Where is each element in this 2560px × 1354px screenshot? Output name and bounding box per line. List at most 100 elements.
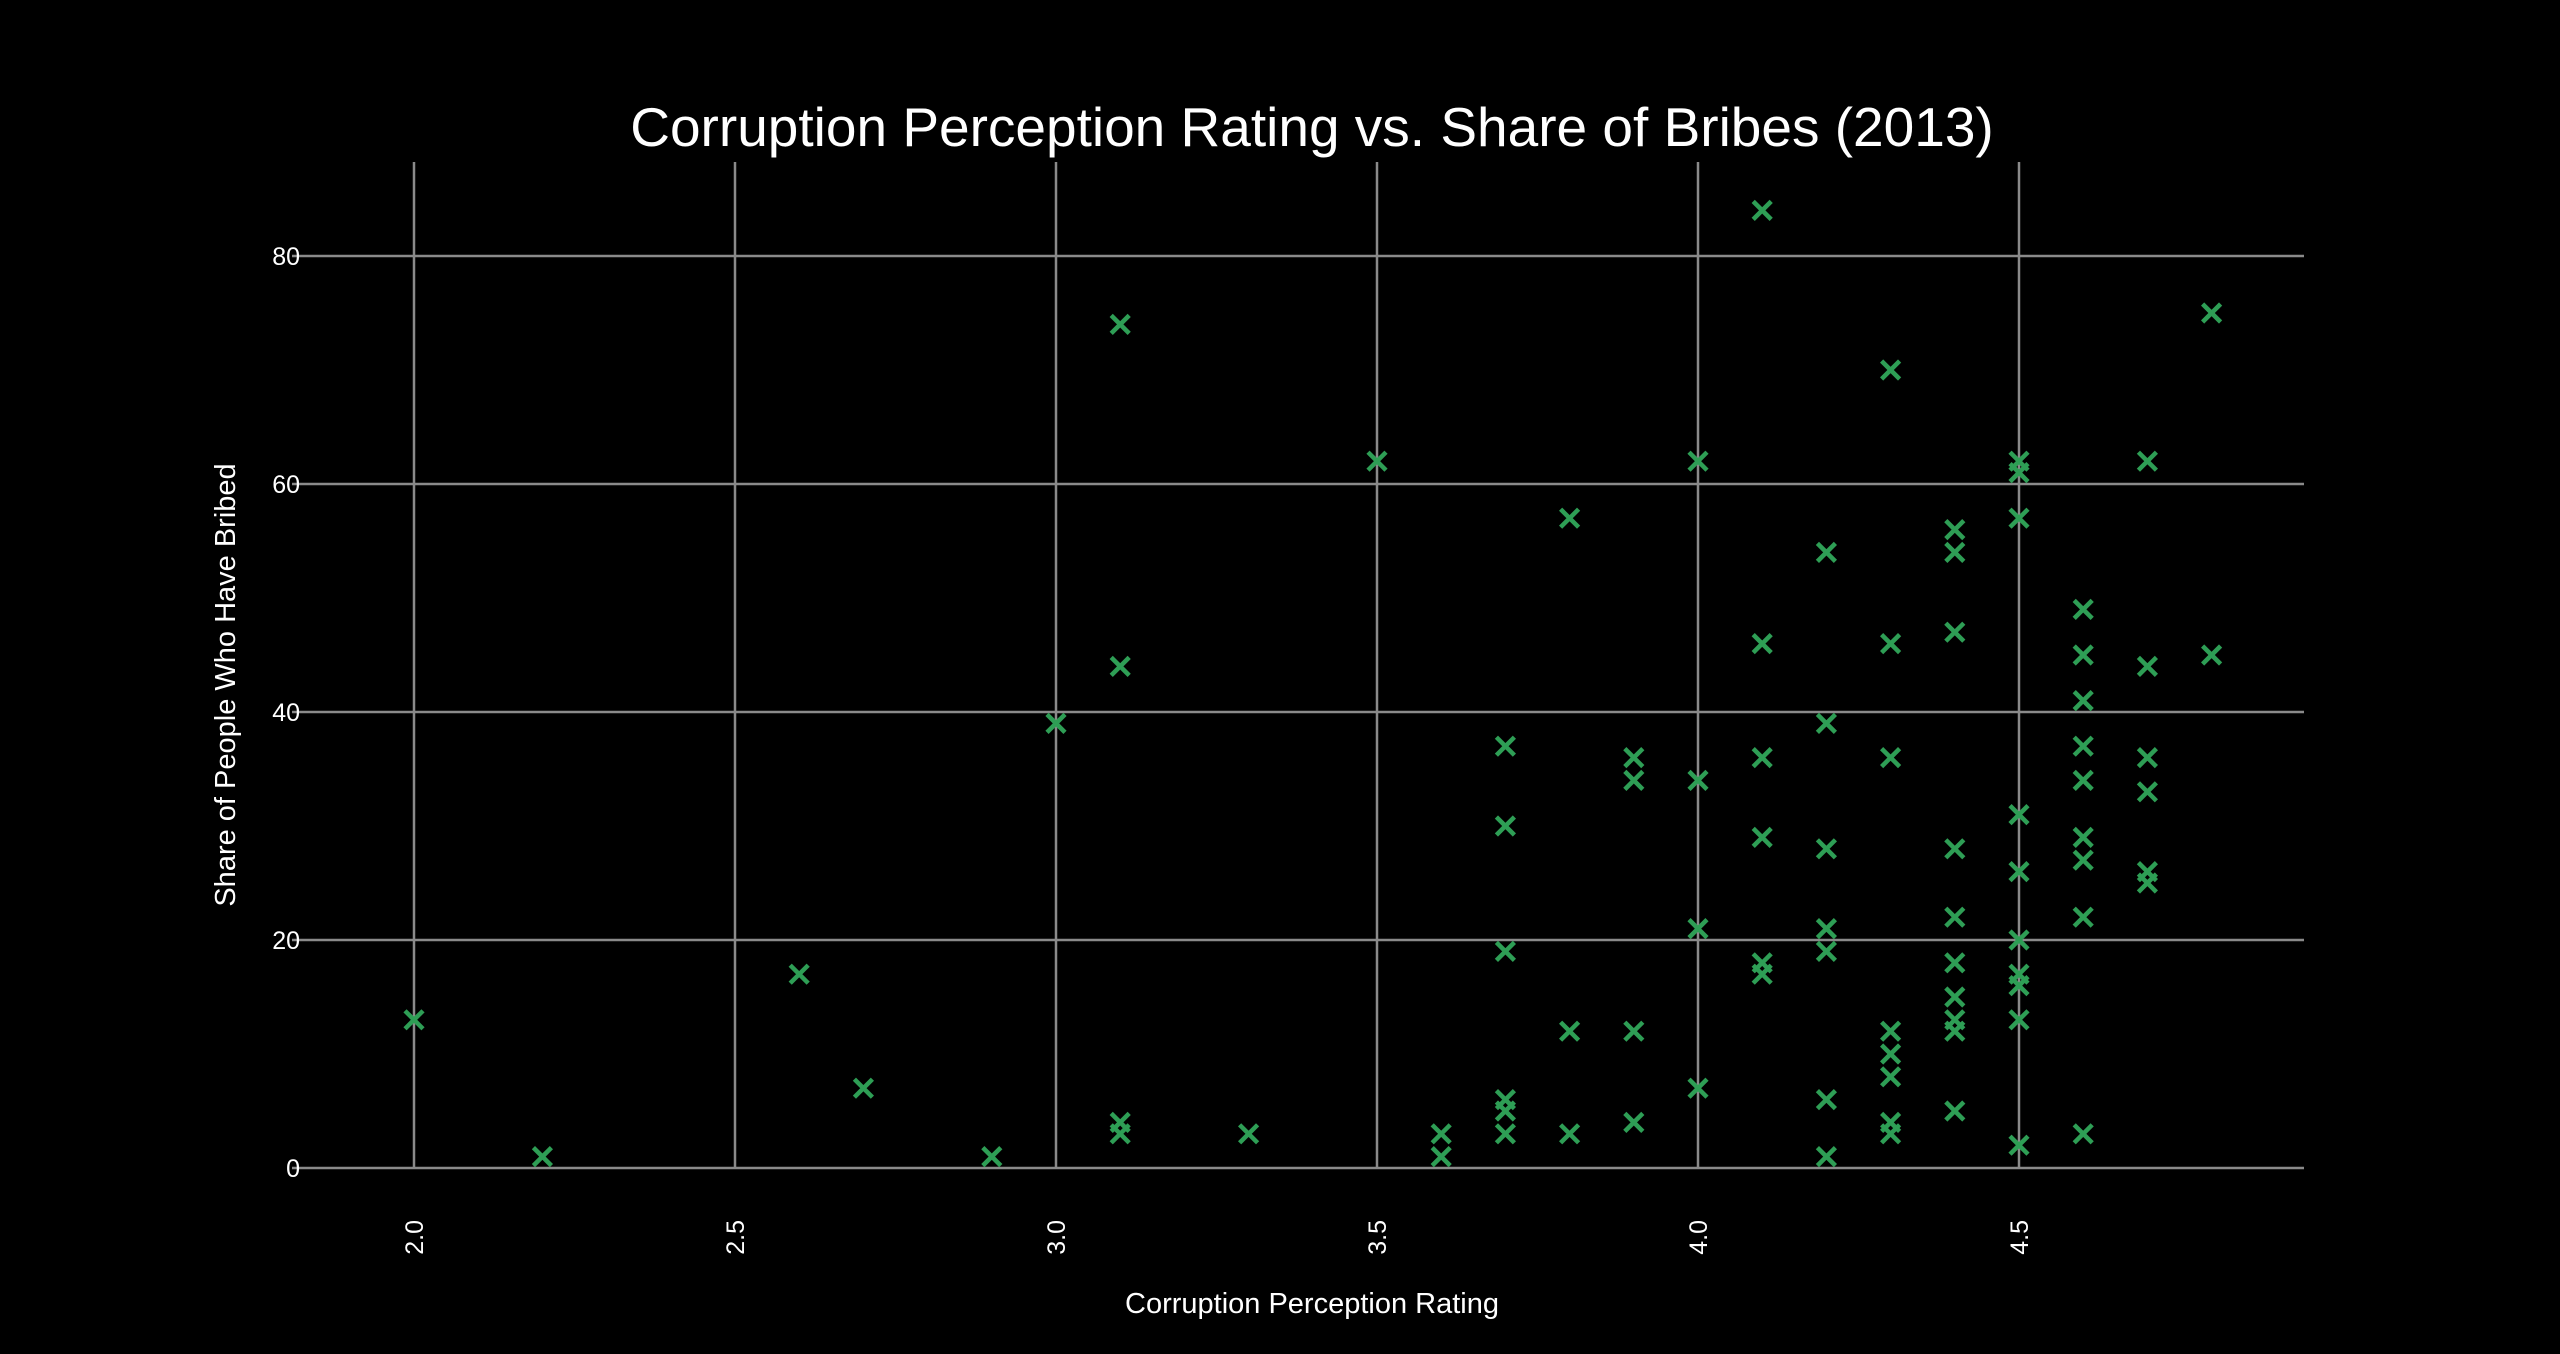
data-point [1944,838,1966,860]
data-point [1751,963,1773,985]
data-point [1815,1146,1837,1168]
data-point [2072,769,2094,791]
data-point [2201,302,2223,324]
data-point [2072,1123,2094,1145]
data-point [2136,781,2158,803]
data-point [1815,541,1837,563]
data-point [1880,1123,1902,1145]
data-point [1880,1043,1902,1065]
data-point [1751,747,1773,769]
data-point [2008,462,2030,484]
data-point [2072,849,2094,871]
x-tick-label: 3.0 [1043,1220,1071,1255]
data-point [2008,1134,2030,1156]
data-point [1751,826,1773,848]
data-point [1430,1146,1452,1168]
chart-title: Corruption Perception Rating vs. Share o… [630,96,1993,158]
data-point [1623,747,1645,769]
data-point [1109,1123,1131,1145]
y-tick-label: 80 [272,243,300,271]
data-point [1494,735,1516,757]
data-point [1944,621,1966,643]
data-point [2136,747,2158,769]
y-tick-label: 60 [272,471,300,499]
data-point [788,963,810,985]
y-tick-label: 20 [272,927,300,955]
y-axis-label: Share of People Who Have Bribed [210,463,242,906]
data-point [2072,826,2094,848]
data-point [1944,1100,1966,1122]
data-point [1880,633,1902,655]
data-point [1559,1020,1581,1042]
data-point [981,1146,1003,1168]
x-tick-label: 4.0 [1685,1220,1713,1255]
data-point [1880,359,1902,381]
data-point [852,1077,874,1099]
data-point [1815,940,1837,962]
data-points [403,199,2223,1168]
data-point [1559,1123,1581,1145]
data-point [1880,1066,1902,1088]
data-point [1944,906,1966,928]
data-point [2072,735,2094,757]
data-point [1815,712,1837,734]
data-point [1109,313,1131,335]
data-point [1687,1077,1709,1099]
data-point [403,1009,425,1031]
data-point [1815,838,1837,860]
data-point [1623,1020,1645,1042]
x-tick-labels: 2.0 2.5 3.0 3.5 4.0 4.5 [401,1220,2034,1255]
x-tick-label: 4.5 [2006,1220,2034,1255]
data-point [1815,918,1837,940]
data-point [1238,1123,1260,1145]
data-point [2136,655,2158,677]
data-point [1623,769,1645,791]
data-point [2072,644,2094,666]
data-point [2008,975,2030,997]
data-point [2136,872,2158,894]
x-tick-label: 3.5 [1364,1220,1392,1255]
data-point [1045,712,1067,734]
data-point [1751,199,1773,221]
data-point [1944,541,1966,563]
data-point [1880,747,1902,769]
data-point [1494,940,1516,962]
data-point [1559,507,1581,529]
data-point [1109,655,1131,677]
grid-lines [292,162,2304,1170]
data-point [1944,952,1966,974]
y-tick-label: 40 [272,699,300,727]
data-point [1944,1020,1966,1042]
x-axis-label: Corruption Perception Rating [1125,1288,1499,1320]
x-tick-label: 2.5 [722,1220,750,1255]
data-point [1494,815,1516,837]
data-point [1815,1089,1837,1111]
data-point [1687,918,1709,940]
data-point [2072,690,2094,712]
x-tick-label: 2.0 [401,1220,429,1255]
y-tick-label: 0 [286,1155,300,1183]
data-point [2008,861,2030,883]
data-point [2008,507,2030,529]
data-point [2008,929,2030,951]
data-point [1687,769,1709,791]
data-point [1494,1123,1516,1145]
y-tick-labels: 0 20 40 60 80 [272,243,300,1183]
data-point [1430,1123,1452,1145]
data-point [2072,598,2094,620]
data-point [2136,450,2158,472]
data-point [2008,804,2030,826]
data-point [1944,986,1966,1008]
data-point [531,1146,553,1168]
data-point [2201,644,2223,666]
data-point [1751,633,1773,655]
data-point [2072,906,2094,928]
data-point [1880,1020,1902,1042]
data-point [1494,1100,1516,1122]
data-point [1944,519,1966,541]
data-point [1687,450,1709,472]
data-point [1623,1111,1645,1133]
data-point [2008,1009,2030,1031]
data-point [1366,450,1388,472]
